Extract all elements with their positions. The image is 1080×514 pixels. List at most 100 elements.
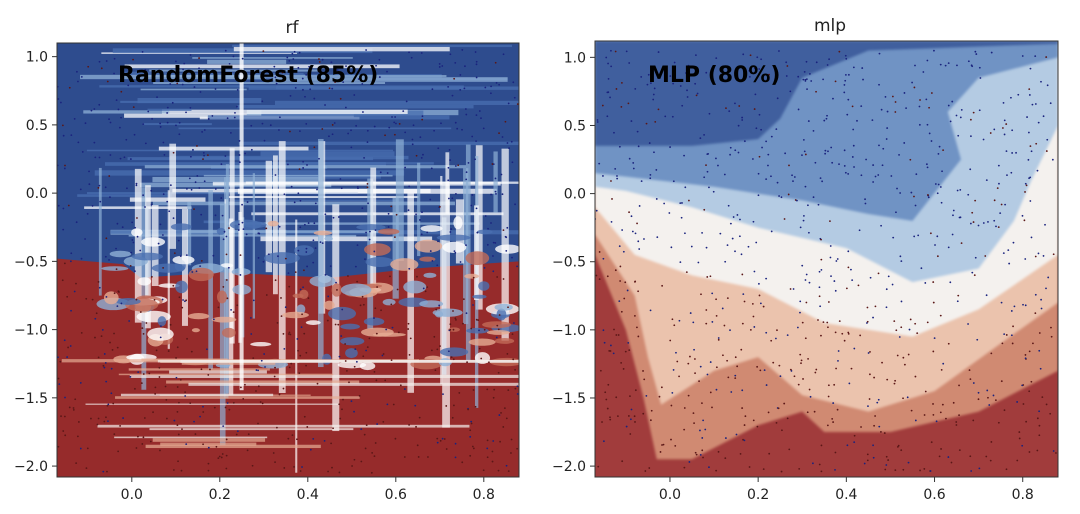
rf-point [212, 254, 215, 257]
rf-point [445, 405, 448, 407]
rf-streak [219, 203, 226, 446]
rf-point [202, 405, 204, 408]
rf-point [206, 154, 209, 157]
rf-point [342, 398, 344, 401]
mlp-point [723, 324, 726, 327]
mlp-point [1010, 334, 1013, 337]
rf-point [222, 286, 225, 288]
rf-point [503, 407, 506, 409]
mlp-point [957, 134, 960, 137]
rf-point [307, 222, 310, 224]
mlp-point [672, 82, 675, 85]
rf-point [443, 438, 446, 440]
rf-point [373, 455, 376, 458]
mlp-point [885, 288, 888, 291]
mlp-point [1000, 380, 1003, 383]
mlp-point [871, 119, 874, 122]
mlp-point [802, 378, 804, 380]
rf-point [225, 72, 228, 75]
mlp-point [618, 300, 621, 303]
rf-point [484, 86, 487, 89]
rf-blob [365, 257, 395, 267]
rf-point [356, 186, 359, 188]
rf-point [510, 438, 513, 441]
mlp-point [726, 297, 729, 300]
mlp-point [971, 211, 974, 214]
rf-point [172, 151, 175, 154]
rf-blob [494, 338, 515, 344]
mlp-point [869, 351, 871, 353]
mlp-point [804, 80, 807, 82]
rf-streak [152, 201, 455, 206]
mlp-point [793, 375, 796, 378]
mlp-point [744, 415, 747, 418]
rf-point [232, 311, 235, 314]
mlp-point [817, 203, 820, 206]
rf-y-axis: 1.00.50.0−0.5−1.0−1.5−2.0 [14, 50, 57, 475]
rf-streak [239, 43, 244, 391]
rf-point [475, 63, 478, 66]
rf-streak [97, 424, 470, 428]
mlp-point [820, 444, 823, 447]
mlp-point [994, 399, 997, 402]
mlp-point [758, 294, 761, 297]
mlp-point [799, 226, 802, 229]
rf-point [373, 371, 376, 373]
mlp-point [940, 448, 942, 450]
mlp-point [805, 273, 808, 276]
mlp-point [1022, 303, 1024, 306]
rf-point [132, 241, 135, 244]
mlp-point [820, 238, 822, 241]
rf-point [452, 358, 455, 361]
rf-point [390, 205, 393, 208]
rf-point [224, 155, 227, 157]
rf-streak [140, 88, 247, 91]
rf-streak [161, 109, 408, 114]
mlp-point [834, 468, 836, 471]
mlp-point [915, 173, 918, 176]
rf-point [393, 121, 396, 124]
rf-point [246, 449, 249, 452]
rf-streak [265, 160, 273, 273]
mlp-point [685, 72, 687, 74]
mlp-point [1001, 342, 1004, 345]
mlp-point [985, 179, 988, 182]
rf-point [117, 108, 120, 111]
rf-point [226, 297, 229, 300]
mlp-point [818, 295, 821, 298]
mlp-point [762, 305, 765, 308]
rf-point [495, 192, 497, 195]
rf-point [387, 212, 390, 215]
mlp-point [1044, 223, 1046, 226]
rf-point [159, 125, 162, 128]
rf-blob [363, 317, 385, 326]
rf-point [361, 83, 364, 85]
rf-point [97, 280, 100, 283]
mlp-point [708, 186, 710, 189]
mlp-point [1024, 258, 1027, 260]
mlp-point [1021, 55, 1024, 57]
rf-blob [324, 236, 333, 242]
rf-point [73, 117, 76, 120]
mlp-point [638, 248, 641, 250]
rf-point [280, 315, 283, 318]
mlp-point [918, 123, 921, 126]
rf-point [183, 62, 186, 65]
mlp-point [610, 220, 613, 223]
mlp-point [834, 80, 837, 83]
rf-blob [494, 303, 513, 311]
rf-point [278, 225, 281, 228]
rf-point [287, 163, 289, 166]
mlp-point [807, 120, 810, 122]
mlp-point [737, 151, 740, 154]
mlp-point [990, 352, 993, 355]
mlp-point [703, 133, 705, 136]
rf-point [215, 445, 218, 448]
rf-point [490, 92, 492, 95]
mlp-point [928, 132, 931, 135]
rf-point [80, 257, 83, 260]
rf-streak [440, 175, 443, 385]
mlp-point [715, 469, 718, 472]
mlp-point [797, 108, 800, 111]
rf-point [63, 415, 66, 418]
